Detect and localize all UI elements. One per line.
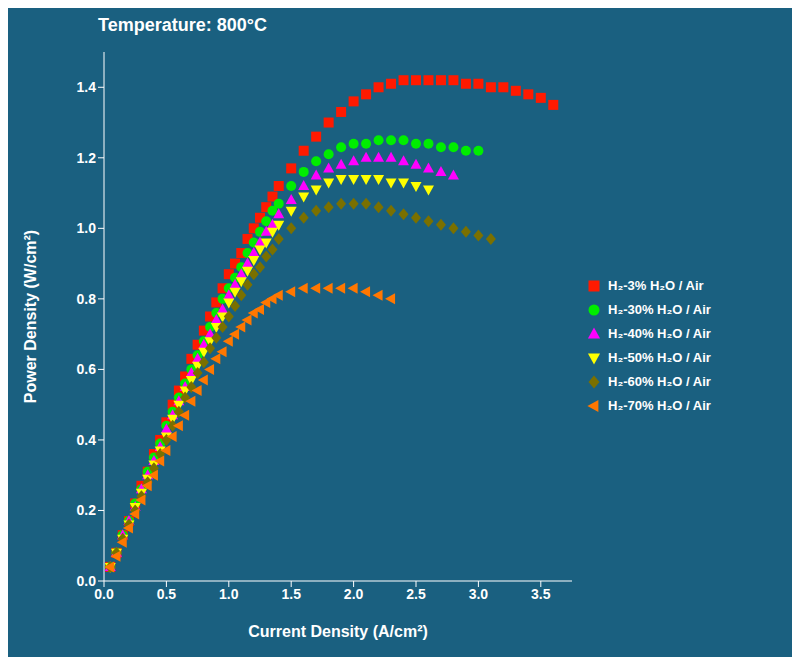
html-text:H₂-3% H₂O / Air: H₂-3% H₂O / Air [608, 278, 704, 293]
svg-text:0.4: 0.4 [77, 432, 97, 448]
svg-text:1.4: 1.4 [77, 79, 97, 95]
html-text:H₂-70% H₂O / Air: H₂-70% H₂O / Air [608, 398, 711, 413]
svg-text:0.8: 0.8 [77, 291, 97, 307]
html-text:H₂-40% H₂O / Air: H₂-40% H₂O / Air [608, 326, 711, 341]
svg-text:3.5: 3.5 [531, 586, 551, 602]
svg-text:2.5: 2.5 [406, 586, 426, 602]
svg-text:1.5: 1.5 [281, 586, 301, 602]
html-text:H₂-30% H₂O / Air: H₂-30% H₂O / Air [608, 302, 711, 317]
svg-text:0.5: 0.5 [157, 586, 177, 602]
html-text:Temperature: 800°C: Temperature: 800°C [98, 15, 267, 35]
svg-text:3.0: 3.0 [469, 586, 489, 602]
svg-text:1.0: 1.0 [77, 220, 97, 236]
svg-text:0.0: 0.0 [94, 586, 114, 602]
svg-text:Power Density (W/cm²): Power Density (W/cm²) [22, 230, 39, 403]
svg-text:0.2: 0.2 [77, 502, 97, 518]
svg-text:1.0: 1.0 [219, 586, 239, 602]
html-text:H₂-50% H₂O / Air: H₂-50% H₂O / Air [608, 350, 711, 365]
svg-text:0.6: 0.6 [77, 361, 97, 377]
svg-text:0.0: 0.0 [77, 573, 97, 589]
svg-text:2.0: 2.0 [344, 586, 364, 602]
html-text:H₂-60% H₂O / Air: H₂-60% H₂O / Air [608, 374, 711, 389]
svg-text:1.2: 1.2 [77, 150, 97, 166]
svg-text:Current Density (A/cm²): Current Density (A/cm²) [248, 623, 428, 640]
